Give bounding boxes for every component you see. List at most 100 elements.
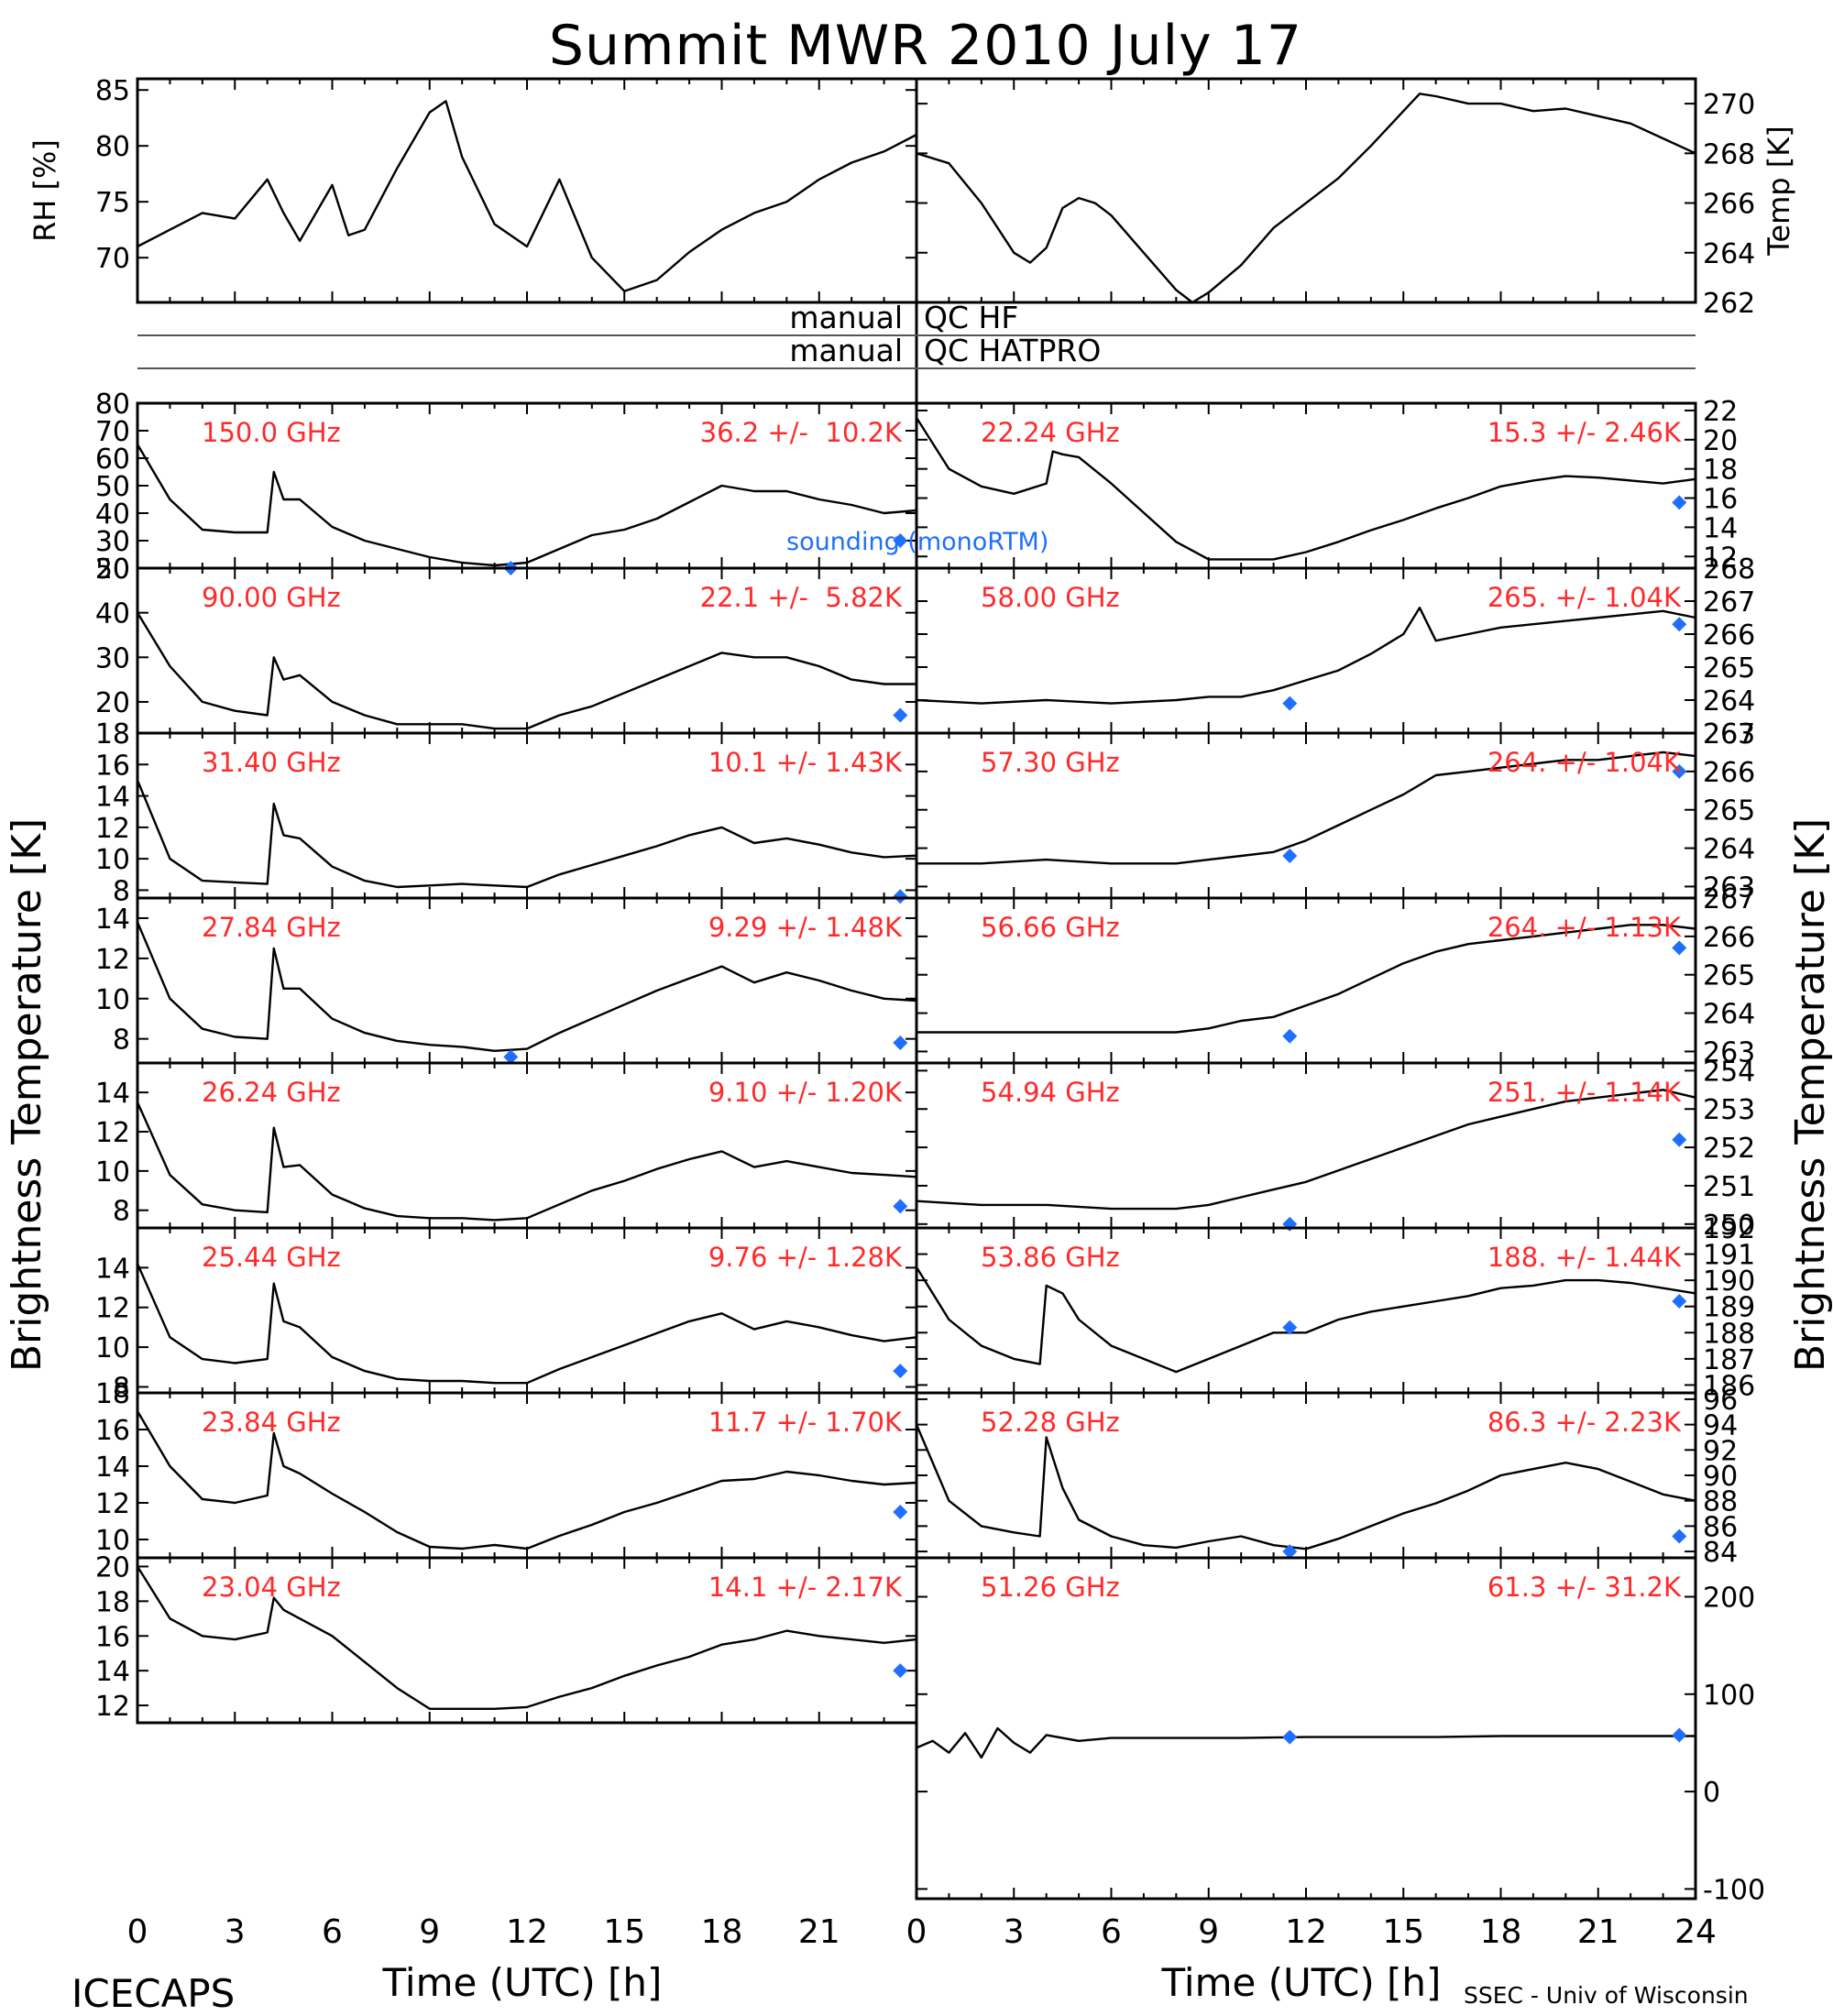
sounding-marker [893, 533, 908, 548]
y-tick-label: 12 [1703, 542, 1738, 574]
y-tick-label: 14 [1703, 512, 1738, 544]
series-line [136, 921, 917, 1053]
channel-frequency: 23.04 GHz [202, 1572, 341, 1603]
sounding-marker [893, 1035, 908, 1051]
channel-frequency: 90.00 GHz [202, 582, 341, 613]
channel-frequency: 51.26 GHz [981, 1572, 1120, 1603]
x-tick-label: 18 [1480, 1913, 1522, 1951]
x-tick-label: 18 [701, 1913, 743, 1951]
channel-frequency: 25.44 GHz [202, 1242, 341, 1273]
y-tick-label: 14 [95, 904, 130, 936]
channel-frequency: 58.00 GHz [981, 582, 1120, 613]
channel-stats: 9.29 +/- 1.48K [708, 912, 903, 943]
channel-stats: 264. +/- 1.04K [1487, 747, 1682, 778]
y-tick-label: 80 [95, 131, 130, 163]
sounding-marker [1672, 495, 1687, 510]
series-line [136, 779, 917, 889]
sounding-marker [1672, 617, 1687, 632]
sounding-marker [1282, 1544, 1298, 1560]
y-tick-label: 264 [1703, 238, 1755, 270]
y-tick-label: 10 [95, 1332, 130, 1364]
sounding-marker [893, 707, 908, 723]
y-tick-label: 0 [1703, 1777, 1720, 1809]
y-tick-label: 263 [1703, 718, 1755, 751]
y-tick-label: 186 [1703, 1370, 1755, 1402]
y-tick-label: 70 [95, 416, 130, 448]
panel-6: 8 10 12 14 26.24 GHz 9.10 +/- 1.20K [95, 1061, 918, 1230]
y-tick-label: 84 [1703, 1537, 1738, 1569]
figure-title: Summit MWR 2010 July 17 [549, 14, 1302, 78]
series-line [136, 1410, 917, 1550]
x-tick-label: 3 [1004, 1913, 1025, 1951]
channel-frequency: 31.40 GHz [202, 747, 341, 778]
sounding-marker [1672, 1294, 1687, 1309]
y-tick-label: 12 [95, 1488, 130, 1520]
x-axis-label-left: Time (UTC) [h] [382, 1960, 663, 2005]
sounding-marker [893, 1199, 908, 1214]
sounding-marker [1282, 696, 1298, 711]
y-tick-label: 189 [1703, 1292, 1755, 1324]
qc-label-right-2: QC HATPRO [924, 333, 1101, 368]
channel-stats: 10.1 +/- 1.43K [708, 747, 903, 778]
channel-stats: 188. +/- 1.44K [1487, 1242, 1682, 1273]
y-tick-label: 75 [95, 187, 130, 219]
series-line [916, 1089, 1696, 1211]
y-tick-label: 264 [1703, 834, 1755, 866]
panel-17: -100 0 100 200 51.26 GHz 61.3 +/- 31.2K [915, 1556, 1765, 1906]
panel-ylabel: RH [%] [27, 139, 62, 242]
y-tick-label: 22 [1703, 396, 1738, 428]
sounding-marker [1672, 940, 1687, 956]
panel-0: 70 75 80 85 RH [%] [27, 75, 918, 304]
y-tick-label: 263 [1703, 871, 1755, 904]
y-tick-label: 8 [113, 1024, 130, 1057]
x-axis-label-right: Time (UTC) [h] [1161, 1960, 1442, 2005]
sounding-marker [1282, 848, 1298, 863]
y-axis-label-left: Brightness Temperature [K] [4, 818, 50, 1372]
y-tick-label: 266 [1703, 757, 1755, 789]
y-tick-label: 50 [95, 471, 130, 503]
y-tick-label: 8 [113, 1372, 130, 1404]
sounding-label: sounding (monoRTM) [786, 528, 1048, 556]
y-tick-label: 12 [95, 1691, 130, 1723]
series-line [136, 611, 916, 730]
y-tick-label: 12 [95, 1117, 130, 1149]
y-tick-label: 14 [95, 1452, 130, 1484]
x-tick-label: 0 [906, 1913, 927, 1951]
y-tick-label: 30 [95, 526, 130, 558]
channel-frequency: 27.84 GHz [202, 912, 341, 943]
y-tick-label: 92 [1703, 1435, 1738, 1467]
y-tick-label: 16 [95, 1415, 130, 1447]
panel-3: 20 30 40 50 90.00 GHz 22.1 +/- 5.82K [95, 553, 918, 735]
y-axis-label-right: Brightness Temperature [K] [1787, 818, 1833, 1372]
channel-stats: 61.3 +/- 31.2K [1487, 1572, 1682, 1603]
panel-8: 10 12 14 16 18 23.84 GHz 11.7 +/- 1.70K [95, 1378, 918, 1560]
x-tick-label: 15 [603, 1913, 645, 1951]
y-tick-label: 10 [95, 1525, 130, 1557]
y-tick-label: 190 [1703, 1265, 1755, 1298]
channel-stats: 9.76 +/- 1.28K [708, 1242, 903, 1273]
y-tick-label: 265 [1703, 652, 1755, 685]
series-line [136, 444, 917, 567]
y-tick-label: 16 [95, 750, 130, 782]
y-tick-label: 266 [1703, 922, 1755, 954]
y-tick-label: 60 [95, 444, 130, 476]
y-tick-label: 14 [95, 1078, 130, 1110]
y-tick-label: 264 [1703, 685, 1755, 718]
x-tick-label: 15 [1382, 1913, 1424, 1951]
y-tick-label: 267 [1703, 718, 1755, 751]
y-tick-label: 268 [1703, 553, 1755, 586]
y-tick-label: 12 [95, 1293, 130, 1325]
series-line [916, 924, 1696, 1034]
sounding-marker [1282, 1729, 1298, 1745]
x-tick-label: 0 [127, 1913, 148, 1951]
footer-icecaps: ICECAPS [71, 1971, 235, 2016]
sounding-marker [893, 1364, 908, 1379]
series-line [916, 607, 1696, 705]
sounding-marker [893, 889, 908, 904]
